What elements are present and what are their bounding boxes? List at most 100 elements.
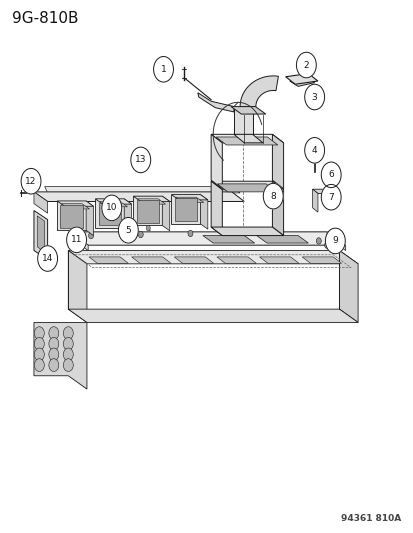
- Polygon shape: [68, 251, 357, 264]
- Text: 13: 13: [135, 156, 146, 164]
- Polygon shape: [211, 134, 283, 143]
- Text: 7: 7: [328, 193, 333, 201]
- Polygon shape: [57, 201, 93, 206]
- Polygon shape: [211, 227, 283, 236]
- Polygon shape: [95, 199, 124, 228]
- Circle shape: [320, 184, 340, 210]
- Polygon shape: [99, 201, 127, 207]
- Polygon shape: [61, 204, 89, 209]
- Polygon shape: [34, 211, 47, 260]
- Circle shape: [34, 337, 44, 350]
- Text: 11: 11: [71, 236, 82, 244]
- Circle shape: [63, 327, 73, 340]
- Circle shape: [153, 56, 173, 82]
- Polygon shape: [98, 203, 121, 225]
- Text: 4: 4: [311, 146, 317, 155]
- Polygon shape: [89, 257, 128, 263]
- Polygon shape: [95, 199, 131, 204]
- Polygon shape: [131, 257, 171, 263]
- Polygon shape: [162, 196, 169, 231]
- Text: 9G-810B: 9G-810B: [12, 11, 79, 26]
- Text: 1: 1: [160, 65, 166, 74]
- Circle shape: [296, 52, 316, 78]
- Polygon shape: [37, 216, 45, 252]
- Circle shape: [188, 230, 192, 237]
- Text: 12: 12: [25, 177, 37, 185]
- Bar: [312, 158, 316, 161]
- Circle shape: [63, 348, 73, 361]
- Circle shape: [324, 242, 329, 248]
- Circle shape: [320, 162, 340, 188]
- Polygon shape: [230, 107, 265, 114]
- Polygon shape: [174, 257, 213, 263]
- Polygon shape: [216, 257, 256, 263]
- Polygon shape: [174, 198, 197, 221]
- Polygon shape: [217, 184, 276, 192]
- Polygon shape: [136, 200, 159, 223]
- Polygon shape: [137, 199, 165, 204]
- Polygon shape: [171, 195, 200, 224]
- Text: 10: 10: [106, 204, 117, 212]
- Polygon shape: [133, 196, 162, 225]
- Circle shape: [34, 359, 44, 372]
- Polygon shape: [289, 77, 314, 86]
- Polygon shape: [34, 322, 87, 389]
- Polygon shape: [60, 205, 83, 228]
- Circle shape: [66, 227, 86, 253]
- Circle shape: [331, 230, 337, 237]
- Circle shape: [263, 183, 282, 209]
- Polygon shape: [259, 257, 298, 263]
- Polygon shape: [197, 93, 233, 112]
- Polygon shape: [69, 232, 88, 251]
- Text: 3: 3: [311, 93, 317, 101]
- Polygon shape: [326, 232, 345, 251]
- Circle shape: [88, 232, 93, 239]
- Polygon shape: [68, 309, 357, 322]
- Circle shape: [131, 147, 150, 173]
- Circle shape: [21, 168, 41, 194]
- Circle shape: [34, 327, 44, 340]
- Circle shape: [63, 337, 73, 350]
- Circle shape: [146, 225, 150, 231]
- Polygon shape: [256, 236, 308, 243]
- Polygon shape: [69, 232, 345, 245]
- Polygon shape: [211, 181, 222, 236]
- Polygon shape: [171, 195, 207, 200]
- Circle shape: [102, 195, 121, 221]
- Circle shape: [316, 238, 320, 244]
- Polygon shape: [240, 76, 278, 107]
- Polygon shape: [200, 195, 207, 229]
- Circle shape: [138, 231, 143, 238]
- Text: 2: 2: [303, 61, 309, 69]
- Text: 8: 8: [270, 192, 275, 200]
- Circle shape: [38, 246, 57, 271]
- Circle shape: [304, 138, 324, 163]
- Polygon shape: [57, 201, 86, 230]
- Polygon shape: [68, 251, 87, 322]
- Polygon shape: [202, 236, 254, 243]
- Circle shape: [304, 84, 324, 110]
- Polygon shape: [211, 134, 222, 189]
- Polygon shape: [133, 196, 169, 201]
- Polygon shape: [312, 189, 317, 212]
- Polygon shape: [175, 197, 203, 203]
- Circle shape: [49, 327, 59, 340]
- Circle shape: [49, 337, 59, 350]
- Circle shape: [118, 217, 138, 243]
- Polygon shape: [312, 189, 328, 193]
- Text: 6: 6: [328, 171, 333, 179]
- Text: 9: 9: [332, 237, 337, 245]
- Polygon shape: [86, 201, 93, 236]
- Polygon shape: [301, 257, 341, 263]
- Circle shape: [49, 359, 59, 372]
- Polygon shape: [272, 134, 283, 189]
- Circle shape: [63, 359, 73, 372]
- Circle shape: [34, 348, 44, 361]
- Polygon shape: [211, 181, 283, 190]
- Circle shape: [325, 228, 344, 254]
- Polygon shape: [272, 181, 283, 236]
- Polygon shape: [216, 137, 277, 145]
- Polygon shape: [124, 199, 131, 233]
- Text: 5: 5: [125, 226, 131, 235]
- Polygon shape: [34, 192, 47, 213]
